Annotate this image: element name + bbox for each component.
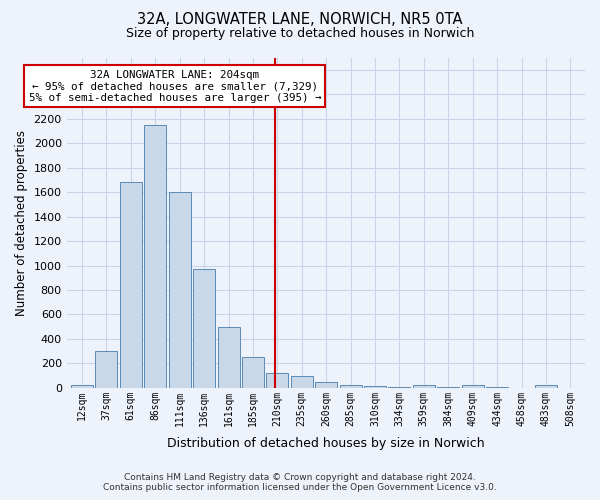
- Bar: [486, 387, 508, 388]
- Bar: [340, 385, 362, 388]
- Bar: [144, 125, 166, 388]
- Bar: [291, 376, 313, 388]
- Bar: [461, 386, 484, 388]
- X-axis label: Distribution of detached houses by size in Norwich: Distribution of detached houses by size …: [167, 437, 485, 450]
- Bar: [364, 386, 386, 388]
- Bar: [437, 387, 459, 388]
- Bar: [169, 192, 191, 388]
- Bar: [95, 351, 118, 388]
- Bar: [218, 326, 239, 388]
- Bar: [413, 386, 435, 388]
- Text: Size of property relative to detached houses in Norwich: Size of property relative to detached ho…: [126, 28, 474, 40]
- Y-axis label: Number of detached properties: Number of detached properties: [15, 130, 28, 316]
- Text: 32A, LONGWATER LANE, NORWICH, NR5 0TA: 32A, LONGWATER LANE, NORWICH, NR5 0TA: [137, 12, 463, 28]
- Bar: [388, 386, 410, 388]
- Text: 32A LONGWATER LANE: 204sqm
← 95% of detached houses are smaller (7,329)
5% of se: 32A LONGWATER LANE: 204sqm ← 95% of deta…: [29, 70, 321, 103]
- Bar: [315, 382, 337, 388]
- Bar: [71, 386, 93, 388]
- Bar: [535, 386, 557, 388]
- Bar: [120, 182, 142, 388]
- Bar: [242, 358, 264, 388]
- Text: Contains HM Land Registry data © Crown copyright and database right 2024.
Contai: Contains HM Land Registry data © Crown c…: [103, 473, 497, 492]
- Bar: [266, 373, 289, 388]
- Bar: [193, 269, 215, 388]
